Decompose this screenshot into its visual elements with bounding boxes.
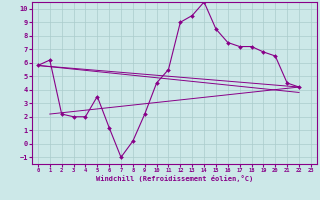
X-axis label: Windchill (Refroidissement éolien,°C): Windchill (Refroidissement éolien,°C) (96, 175, 253, 182)
